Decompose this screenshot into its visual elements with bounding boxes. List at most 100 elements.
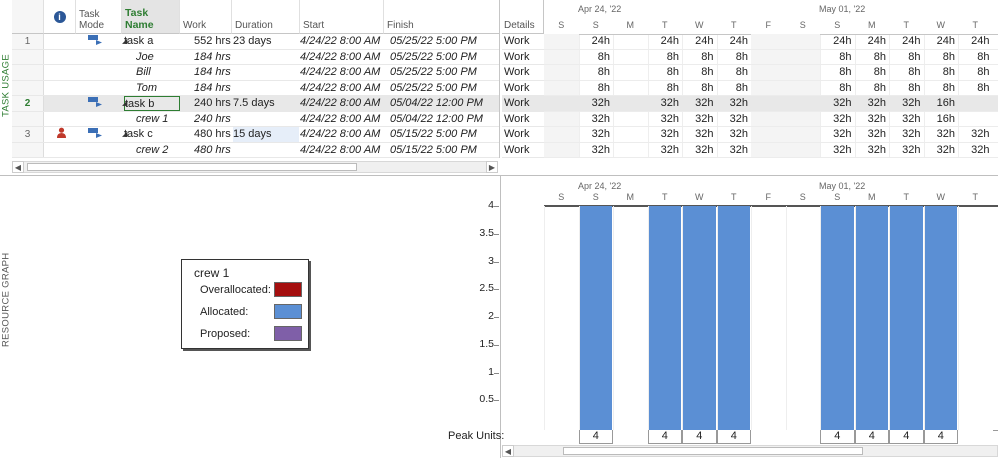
work-value-cell[interactable]: 8h <box>701 81 714 94</box>
start-header[interactable]: Start <box>300 0 384 34</box>
work-value-cell[interactable]: 8h <box>873 81 886 94</box>
work-value-cell[interactable]: 32h <box>867 112 886 125</box>
work-value-cell[interactable]: 24h <box>660 35 679 47</box>
work-value-cell[interactable]: 8h <box>735 81 748 94</box>
table-row[interactable]: crew 2 480 hrs 4/24/22 8:00 AM 05/15/22 5:0… <box>12 142 499 158</box>
finish-cell[interactable]: 05/25/22 5:00 PM <box>390 50 477 63</box>
task-name-header[interactable]: Task Name <box>122 0 180 34</box>
row-number[interactable] <box>12 142 44 157</box>
duration-cell[interactable]: 23 days <box>233 35 272 47</box>
row-number[interactable] <box>12 49 44 64</box>
work-cell[interactable]: 240 hrs <box>194 112 231 125</box>
table-row[interactable]: Bill 184 hrs 4/24/22 8:00 AM 05/25/22 5:00 … <box>12 65 499 81</box>
table-row[interactable]: 2 task b ◢ 240 hrs 7.5 days 4/24/22 8:00 AM 05… <box>12 96 499 112</box>
finish-cell[interactable]: 05/15/22 5:00 PM <box>390 143 477 156</box>
indicators-header[interactable]: i <box>44 0 76 34</box>
work-cell[interactable]: 184 hrs <box>194 66 231 78</box>
work-cell[interactable]: 184 hrs <box>194 50 231 63</box>
work-value-cell[interactable]: 8h <box>942 81 955 94</box>
assignment-name-cell[interactable]: Bill <box>136 66 151 78</box>
start-cell[interactable]: 4/24/22 8:00 AM <box>300 112 381 125</box>
task-name-cell[interactable]: task c <box>124 128 153 140</box>
work-value-cell[interactable] <box>958 112 993 127</box>
start-cell[interactable]: 4/24/22 8:00 AM <box>300 50 381 63</box>
work-value-cell[interactable]: 8h <box>873 66 886 78</box>
work-value-cell[interactable]: 32h <box>729 143 748 156</box>
work-value-cell[interactable]: 8h <box>977 81 990 94</box>
work-value-cell[interactable]: 32h <box>971 143 990 156</box>
work-value-cell[interactable]: 32h <box>867 97 886 109</box>
duration-cell[interactable]: 7.5 days <box>233 97 275 109</box>
work-value-cell[interactable]: 16h <box>936 97 955 109</box>
start-cell[interactable]: 4/24/22 8:00 AM <box>300 143 381 156</box>
work-value-cell[interactable]: 8h <box>666 66 679 78</box>
work-value-cell[interactable]: 32h <box>833 97 852 109</box>
work-cell[interactable]: 480 hrs <box>194 143 231 156</box>
work-value-cell[interactable]: 32h <box>833 143 852 156</box>
row-number[interactable]: 2 <box>12 96 44 111</box>
row-number[interactable]: 1 <box>12 34 44 49</box>
row-number[interactable]: 3 <box>12 127 44 142</box>
work-value-cell[interactable]: 8h <box>942 50 955 63</box>
work-value-cell[interactable]: 32h <box>936 143 955 156</box>
table-row[interactable]: Tom 184 hrs 4/24/22 8:00 AM 05/25/22 5:00 P… <box>12 80 499 96</box>
work-value-cell[interactable]: 32h <box>729 97 748 109</box>
work-value-cell[interactable]: 8h <box>977 50 990 63</box>
assignment-name-cell[interactable]: Joe <box>136 50 154 63</box>
finish-cell[interactable]: 05/04/22 12:00 PM <box>390 112 483 125</box>
work-value-cell[interactable] <box>958 96 993 111</box>
start-cell[interactable]: 4/24/22 8:00 AM <box>300 81 381 94</box>
row-number[interactable] <box>12 111 44 126</box>
work-value-cell[interactable]: 32h <box>971 128 990 140</box>
work-value-cell[interactable]: 8h <box>666 50 679 63</box>
collapse-triangle-icon[interactable]: ◢ <box>122 100 128 107</box>
assignment-name-cell[interactable]: Tom <box>136 81 157 94</box>
work-value-cell[interactable]: 24h <box>729 35 748 47</box>
work-value-cell[interactable]: 8h <box>597 81 610 94</box>
duration-cell[interactable] <box>233 112 299 127</box>
work-value-cell[interactable]: 32h <box>591 128 610 140</box>
row-number[interactable] <box>12 65 44 80</box>
work-value-cell[interactable]: 8h <box>597 66 610 78</box>
work-value-cell[interactable]: 8h <box>839 66 852 78</box>
work-value-cell[interactable]: 32h <box>591 112 610 125</box>
work-value-cell[interactable]: 32h <box>902 112 921 125</box>
work-value-cell[interactable]: 8h <box>908 81 921 94</box>
scroll-left-arrow-icon[interactable]: ◀ <box>12 161 24 173</box>
work-value-cell[interactable]: 8h <box>666 81 679 94</box>
start-cell[interactable]: 4/24/22 8:00 AM <box>300 128 381 140</box>
work-value-cell[interactable]: 32h <box>660 143 679 156</box>
work-value-cell[interactable]: 24h <box>867 35 886 47</box>
work-cell[interactable]: 240 hrs <box>194 97 231 109</box>
work-value-cell[interactable]: 32h <box>833 128 852 140</box>
work-header[interactable]: Work <box>180 0 232 34</box>
finish-cell[interactable]: 05/04/22 12:00 PM <box>390 97 483 109</box>
row-number[interactable] <box>12 80 44 95</box>
work-value-cell[interactable]: 8h <box>908 66 921 78</box>
graph-scroll-left-arrow-icon[interactable]: ◀ <box>502 445 514 457</box>
work-value-cell[interactable]: 24h <box>833 35 852 47</box>
work-value-cell[interactable]: 24h <box>695 35 714 47</box>
collapse-triangle-icon[interactable]: ◢ <box>122 131 128 138</box>
work-value-cell[interactable]: 8h <box>942 66 955 78</box>
work-value-cell[interactable]: 32h <box>591 97 610 109</box>
work-value-cell[interactable]: 32h <box>591 143 610 156</box>
work-value-cell[interactable]: 32h <box>729 112 748 125</box>
table-row[interactable]: crew 1 240 hrs 4/24/22 8:00 AM 05/04/22 12:… <box>12 111 499 127</box>
work-value-cell[interactable]: 32h <box>660 128 679 140</box>
table-scroll-thumb[interactable] <box>27 163 357 171</box>
work-value-cell[interactable]: 32h <box>660 97 679 109</box>
work-value-cell[interactable]: 24h <box>591 35 610 47</box>
finish-cell[interactable]: 05/15/22 5:00 PM <box>390 128 477 140</box>
duration-cell[interactable] <box>233 65 299 80</box>
work-value-cell[interactable]: 24h <box>971 35 990 47</box>
table-horizontal-scrollbar[interactable]: ◀ ▶ <box>12 161 498 173</box>
work-cell[interactable]: 480 hrs <box>194 128 231 140</box>
finish-header[interactable]: Finish <box>384 0 499 34</box>
start-cell[interactable]: 4/24/22 8:00 AM <box>300 35 381 47</box>
work-value-cell[interactable]: 32h <box>867 143 886 156</box>
work-value-cell[interactable]: 8h <box>701 66 714 78</box>
work-value-cell[interactable]: 8h <box>701 50 714 63</box>
duration-cell[interactable] <box>233 50 299 65</box>
work-value-cell[interactable]: 24h <box>936 35 955 47</box>
